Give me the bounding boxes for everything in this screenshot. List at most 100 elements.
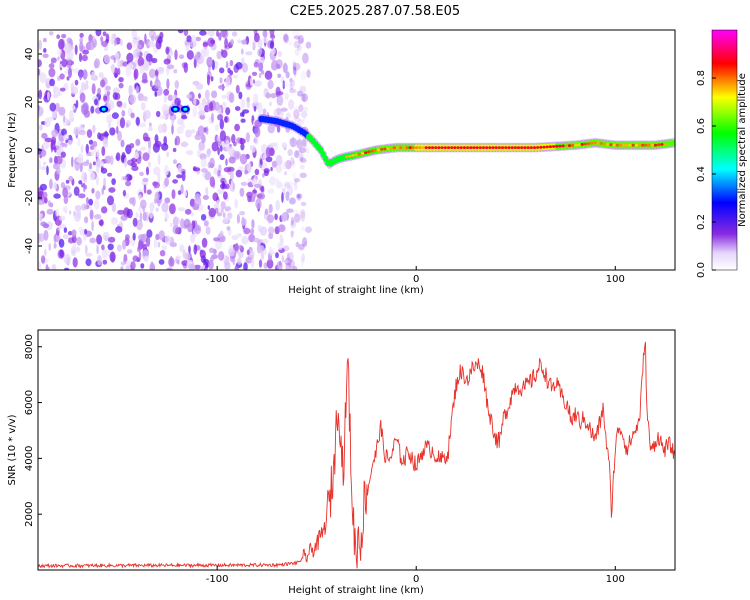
noise-speckle [270,93,277,99]
noise-speckle [303,106,309,113]
noise-speckle [81,183,85,188]
noise-speckle [92,124,96,134]
noise-speckle [56,34,61,39]
noise-speckle [80,144,84,154]
noise-speckle [271,59,279,71]
x-tick-label: 100 [606,274,625,285]
noise-speckle [296,242,301,250]
noise-speckle [227,212,233,220]
noise-speckle [184,208,192,215]
noise-speckle [166,151,169,158]
noise-speckle [39,124,43,131]
noise-speckle [129,94,137,105]
noise-speckle [235,84,240,94]
signal-core [638,143,642,147]
noise-speckle [61,128,67,136]
noise-speckle [102,138,109,148]
noise-speckle [282,81,290,88]
noise-speckle [241,218,247,226]
signal-core [383,147,387,151]
noise-speckle [238,91,243,100]
noise-speckle [44,137,52,143]
noise-speckle [274,213,278,221]
signal-core [516,146,521,150]
noise-speckle [159,114,167,120]
noise-speckle [161,202,169,213]
noise-speckle [53,242,57,249]
figure-title: C2E5.2025.287.07.58.E05 [290,4,460,19]
colorbar-gradient [711,29,738,271]
signal-core [380,148,384,151]
noise-speckle [128,174,133,181]
noise-speckle [125,180,132,187]
noise-speckle [89,172,96,181]
noise-speckle [91,83,96,95]
y-tick-label: 2000 [24,501,35,526]
snr-frame [37,329,676,571]
colorbar-tick-label: 0.0 [696,262,707,278]
noise-speckle [152,32,156,39]
signal-core [418,146,422,150]
noise-speckle [71,86,79,95]
signal-core [491,146,495,150]
noise-speckle [204,89,210,101]
noise-speckle [161,245,167,250]
noise-speckle [285,112,291,119]
noise-speckle [38,142,41,148]
noise-speckle [106,248,110,257]
noise-speckle [146,236,151,248]
noise-speckle [193,244,198,255]
noise-speckle [119,117,126,129]
noise-speckle [133,68,139,80]
noise-speckle [302,237,308,248]
noise-speckle [101,244,105,251]
noise-speckle [106,90,111,96]
noise-speckle [252,79,256,84]
signal-core [545,145,549,149]
snr-y-ticks: 2000 4000 6000 8000 [24,334,42,527]
noise-speckle [85,80,89,86]
noise-speckle [297,44,302,51]
noise-speckle [300,70,307,81]
noise-speckle [284,257,292,266]
noise-speckle [225,139,230,151]
noise-speckle [229,170,234,181]
signal-core [440,146,444,150]
noise-speckle [142,178,149,182]
signal-core [529,146,533,150]
noise-speckle [176,126,184,135]
noise-speckle [113,56,116,64]
snr-plot-area [38,341,675,569]
noise-speckle [155,39,162,50]
noise-speckle [263,168,270,174]
noise-speckle [174,80,179,89]
noise-speckle [183,190,188,197]
noise-speckle [168,257,175,267]
noise-speckle [269,101,272,107]
noise-speckle [249,77,253,87]
signal-core [622,143,626,147]
noise-speckle [97,87,101,95]
noise-speckle [70,246,77,257]
noise-speckle [270,47,276,55]
noise-speckle [120,266,124,270]
spectrogram-plot-area [38,30,675,270]
signal-core [596,141,600,145]
noise-speckle [60,52,65,60]
noise-speckle [287,149,293,157]
noise-speckle [111,178,116,186]
noise-speckle [247,161,252,173]
noise-speckle [59,87,66,92]
noise-speckle [64,42,72,54]
noise-speckle [290,230,294,238]
noise-speckle [38,106,44,117]
noise-speckle [133,48,140,59]
noise-speckle [298,119,304,125]
noise-speckle [234,198,239,209]
noise-speckle [165,46,170,55]
noise-speckle [75,246,81,253]
noise-speckle [207,205,210,210]
noise-speckle [206,74,211,86]
noise-speckle [129,143,135,149]
noise-speckle [240,99,246,109]
